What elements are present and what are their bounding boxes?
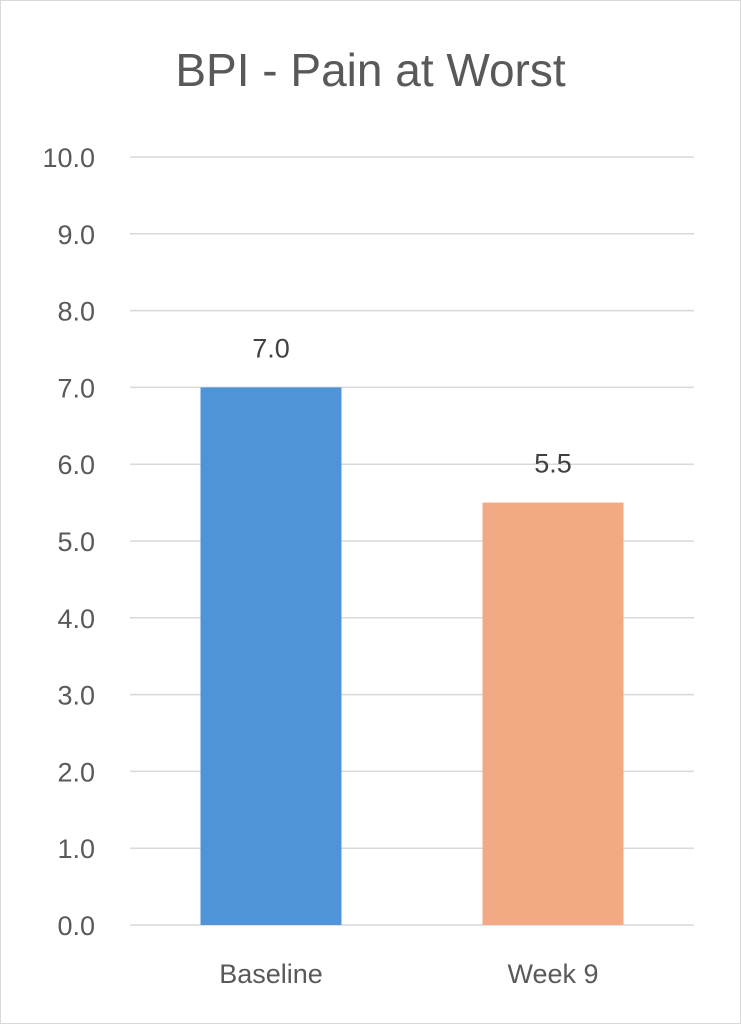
y-tick-label: 5.0 bbox=[57, 527, 95, 557]
bar-week-9 bbox=[482, 502, 624, 925]
chart-title: BPI - Pain at Worst bbox=[175, 44, 566, 96]
y-axis-ticks: 0.0 1.0 2.0 3.0 4.0 5.0 6.0 7.0 8.0 9.0 10.0 bbox=[42, 143, 95, 941]
y-tick-label: 9.0 bbox=[57, 220, 95, 250]
y-tick-label: 2.0 bbox=[57, 757, 95, 787]
data-label: 7.0 bbox=[252, 333, 290, 363]
y-tick-label: 6.0 bbox=[57, 450, 95, 480]
y-tick-label: 10.0 bbox=[42, 143, 95, 173]
data-label: 5.5 bbox=[534, 449, 572, 479]
y-tick-label: 8.0 bbox=[57, 297, 95, 327]
y-tick-label: 7.0 bbox=[57, 373, 95, 403]
y-tick-label: 4.0 bbox=[57, 604, 95, 634]
x-tick-label: Baseline bbox=[219, 959, 323, 989]
y-tick-label: 0.0 bbox=[57, 911, 95, 941]
bar-baseline bbox=[200, 387, 342, 925]
y-tick-label: 3.0 bbox=[57, 681, 95, 711]
x-tick-label: Week 9 bbox=[507, 959, 598, 989]
y-tick-label: 1.0 bbox=[57, 834, 95, 864]
x-axis-ticks: Baseline Week 9 bbox=[219, 959, 598, 989]
data-labels: 7.0 5.5 bbox=[252, 333, 572, 478]
bars bbox=[200, 387, 624, 925]
